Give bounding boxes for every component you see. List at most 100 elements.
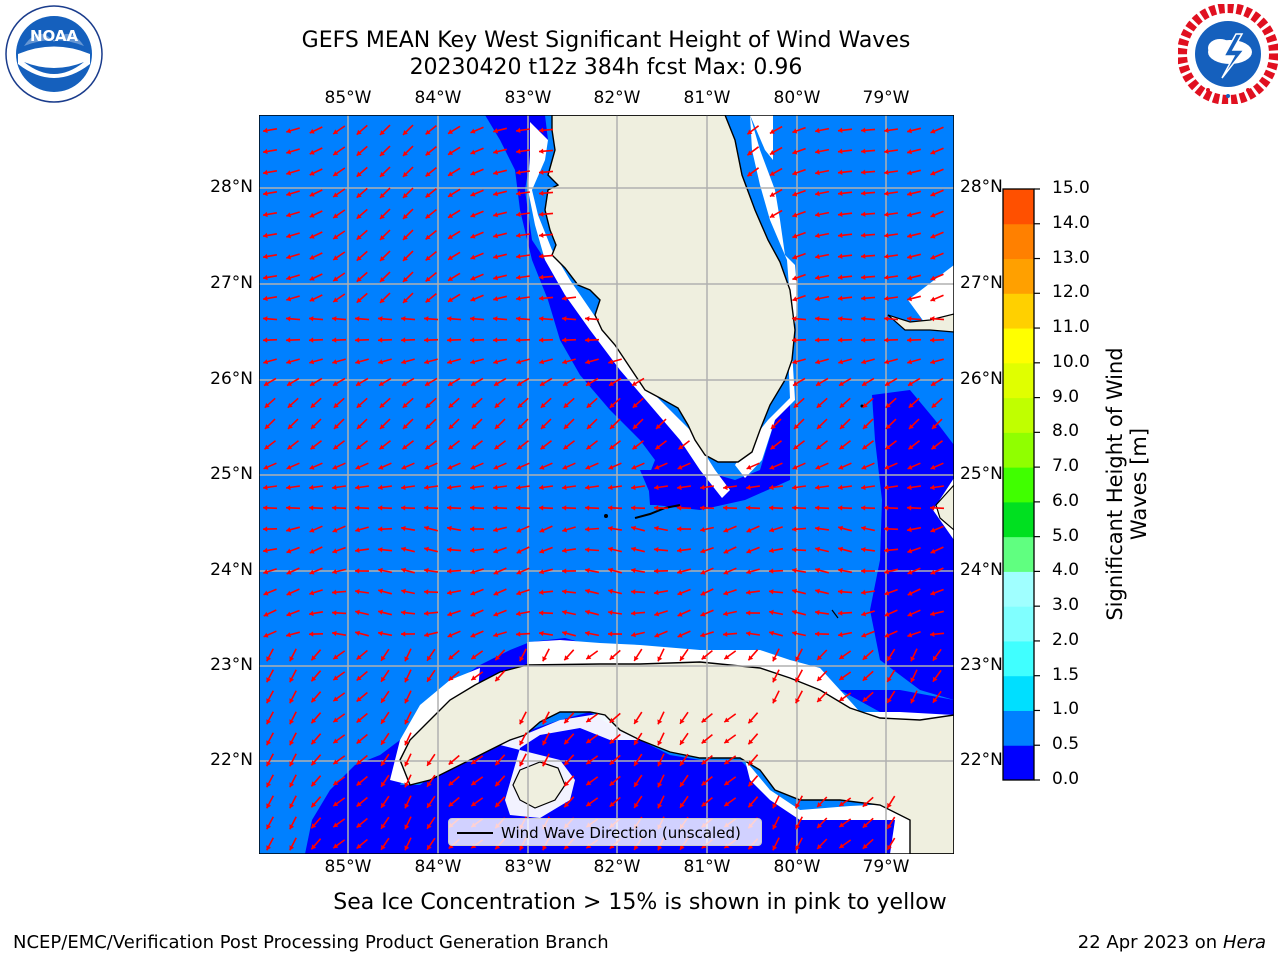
wave-direction-arrowhead <box>930 275 936 281</box>
wave-direction-arrowhead <box>333 675 339 681</box>
wave-direction-arrowhead <box>493 337 498 343</box>
wave-direction-arrowhead <box>424 546 429 552</box>
wave-direction-arrowhead <box>378 547 383 553</box>
wave-direction-arrowhead <box>839 381 844 386</box>
wave-direction-arrowhead <box>585 547 590 553</box>
wave-direction-arrowhead <box>748 739 754 745</box>
wave-direction-arrowhead <box>884 295 889 301</box>
wave-direction-arrowhead <box>289 656 295 662</box>
wave-direction-arrowhead <box>356 402 362 408</box>
wave-direction-arrowhead <box>380 256 385 261</box>
wave-direction-arrowhead <box>427 676 432 682</box>
wave-direction-arrowhead <box>356 192 362 198</box>
legend-label: Wind Wave Direction (unscaled) <box>501 824 741 842</box>
lat-label-left-28n: 28°N <box>210 177 253 197</box>
wave-direction-arrowhead <box>424 567 429 574</box>
wave-direction-arrowhead <box>815 588 820 594</box>
wave-direction-arrowhead <box>746 527 752 533</box>
wave-direction-arrowhead <box>839 696 845 701</box>
wave-direction-arrowhead <box>746 464 752 470</box>
colorbar-segment <box>1003 606 1034 642</box>
wave-direction-arrowhead <box>493 611 499 617</box>
wave-direction-arrowhead <box>380 235 385 240</box>
wave-direction-arrowhead <box>861 169 866 175</box>
wave-direction-arrowhead <box>470 359 476 365</box>
wave-direction-arrowhead <box>378 526 383 532</box>
wave-direction-arrowhead <box>333 150 339 155</box>
wave-direction-arrowhead <box>769 589 774 595</box>
wave-direction-arrowhead <box>309 128 315 134</box>
wave-direction-arrowhead <box>769 192 775 197</box>
wave-direction-arrowhead <box>516 337 521 343</box>
wave-direction-arrowhead <box>333 192 339 197</box>
wave-direction-arrowhead <box>309 254 315 260</box>
wave-direction-arrowhead <box>448 381 453 386</box>
wave-direction-arrowhead <box>861 547 866 553</box>
wave-direction-arrowhead <box>266 719 272 725</box>
wave-direction-arrowhead <box>816 444 822 450</box>
colorbar-tick-label: 8.0 <box>1052 421 1080 442</box>
wave-direction-arrowhead <box>862 654 868 660</box>
wave-direction-arrowhead <box>886 424 891 429</box>
wave-direction-arrowhead <box>932 676 938 682</box>
wave-direction-arrowhead <box>309 569 315 575</box>
wave-direction-arrowhead <box>516 527 522 533</box>
wave-direction-arrowhead <box>470 316 475 322</box>
wave-direction-arrowhead <box>887 676 892 682</box>
wave-direction-arrowhead <box>424 589 429 595</box>
wave-direction-arrowhead <box>539 527 545 533</box>
wave-direction-arrowhead <box>792 547 797 553</box>
wave-direction-arrowhead <box>930 149 936 155</box>
lon-label-top-84w: 84°W <box>414 88 462 108</box>
wave-direction-arrowhead <box>838 610 843 616</box>
wave-direction-arrowhead <box>586 654 592 660</box>
wave-direction-arrowhead <box>542 845 548 851</box>
wave-direction-arrowhead <box>792 484 797 491</box>
wave-direction-arrowhead <box>724 780 730 786</box>
colorbar-segment <box>1003 223 1034 260</box>
wave-direction-arrowhead <box>286 254 292 260</box>
colorbar-tick-label: 1.5 <box>1052 664 1080 685</box>
wave-direction-arrowhead <box>724 759 730 765</box>
wave-direction-arrowhead <box>631 464 637 470</box>
wave-direction-arrowhead <box>680 802 685 808</box>
wave-direction-arrowhead <box>907 464 913 470</box>
wave-direction-arrowhead <box>493 632 499 638</box>
wave-direction-arrowhead <box>401 631 406 637</box>
wave-direction-arrowhead <box>309 233 315 239</box>
wave-direction-arrowhead <box>677 632 683 638</box>
wave-direction-arrowhead <box>746 589 751 595</box>
wave-direction-arrowhead <box>494 444 500 450</box>
wave-direction-arrowhead <box>930 233 936 239</box>
wave-direction-arrowhead <box>471 402 477 408</box>
wave-direction-arrowhead <box>381 781 386 787</box>
wave-direction-arrowhead <box>816 381 821 386</box>
wave-direction-arrowhead <box>861 632 867 638</box>
wave-direction-arrowhead <box>403 151 408 156</box>
wave-direction-arrowhead <box>539 548 545 554</box>
wave-direction-arrowhead <box>723 527 729 533</box>
wave-direction-arrowhead <box>333 738 339 744</box>
wave-direction-arrowhead <box>907 233 912 239</box>
wave-direction-arrowhead <box>884 359 890 365</box>
wave-direction-arrowhead <box>333 801 339 807</box>
wave-direction-arrowhead <box>404 677 410 683</box>
wave-direction-arrowhead <box>563 444 569 450</box>
wave-direction-arrowhead <box>608 505 613 511</box>
wave-direction-arrowhead <box>447 568 452 574</box>
wave-direction-arrowhead <box>885 402 891 408</box>
wave-direction-arrowhead <box>817 802 822 807</box>
wave-direction-arrowhead <box>516 295 521 301</box>
wave-direction-arrowhead <box>447 359 453 365</box>
wave-direction-arrowhead <box>404 740 410 746</box>
wave-direction-arrowhead <box>562 547 567 554</box>
wave-direction-arrowhead <box>838 589 843 595</box>
wave-direction-arrowhead <box>495 781 501 787</box>
wave-direction-arrowhead <box>332 527 338 533</box>
wave-direction-arrowhead <box>700 611 706 617</box>
wave-direction-arrowhead <box>425 444 431 450</box>
wave-direction-arrowhead <box>907 128 912 134</box>
colorbar-segment <box>1003 710 1034 746</box>
wave-direction-arrowhead <box>700 505 705 511</box>
wave-direction-arrowhead <box>516 505 521 511</box>
